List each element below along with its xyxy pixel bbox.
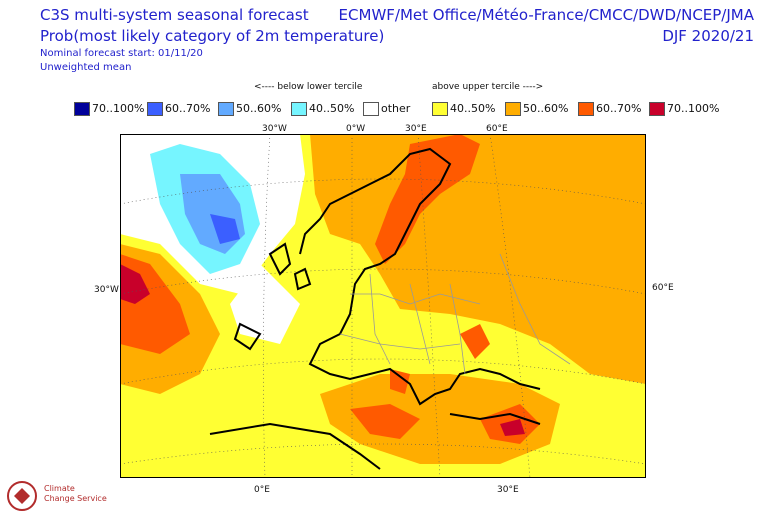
legend-swatch bbox=[649, 102, 665, 116]
legend-item: other bbox=[363, 101, 410, 117]
region-redorange-italy bbox=[390, 369, 410, 394]
legend-swatch bbox=[432, 102, 448, 116]
region-red-atlantic bbox=[120, 264, 150, 304]
region-redorange-scandinavia bbox=[375, 134, 480, 264]
logo-line1: Climate bbox=[44, 484, 75, 493]
map-frame bbox=[120, 134, 646, 478]
lon-label-top: 60°E bbox=[486, 124, 508, 134]
lon-label-top: 30°W bbox=[262, 124, 287, 134]
legend-swatch bbox=[218, 102, 234, 116]
probability-field bbox=[120, 134, 646, 478]
lon-label-bottom: 0°E bbox=[254, 485, 270, 495]
legend-item: 40..50% bbox=[432, 101, 495, 117]
legend-item: 50..60% bbox=[505, 101, 568, 117]
centres-label: ECMWF/Met Office/Météo-France/CMCC/DWD/N… bbox=[338, 6, 754, 24]
copernicus-logo: Climate Change Service bbox=[4, 476, 114, 518]
legend-swatch bbox=[74, 102, 90, 116]
lat-label-left: 30°W bbox=[94, 285, 119, 295]
legend-swatch bbox=[505, 102, 521, 116]
legend-label: other bbox=[381, 102, 411, 115]
legend-swatch bbox=[578, 102, 594, 116]
legend-swatch bbox=[291, 102, 307, 116]
region-orange-south bbox=[320, 374, 560, 464]
legend-label: 70..100% bbox=[92, 102, 145, 115]
region-blue bbox=[210, 214, 240, 244]
mean-type: Unweighted mean bbox=[40, 62, 132, 73]
legend-item: 50..60% bbox=[218, 101, 281, 117]
legend-label: 50..60% bbox=[523, 102, 569, 115]
season-label: DJF 2020/21 bbox=[662, 27, 754, 45]
legend-label: 40..50% bbox=[450, 102, 496, 115]
below-tercile-label: <---- below lower tercile bbox=[254, 82, 363, 92]
lat-label-right: 60°E bbox=[652, 283, 674, 293]
region-redorange-med-west bbox=[350, 404, 420, 439]
region-red-med bbox=[500, 419, 525, 436]
graticule bbox=[120, 134, 646, 478]
legend-swatch bbox=[363, 102, 379, 116]
lon-label-top: 30°E bbox=[405, 124, 427, 134]
legend-label: 60..70% bbox=[596, 102, 642, 115]
lon-label-top: 0°W bbox=[346, 124, 366, 134]
above-tercile-label: above upper tercile ----> bbox=[432, 82, 544, 92]
forecast-start: Nominal forecast start: 01/11/20 bbox=[40, 48, 203, 59]
legend-label: 40..50% bbox=[309, 102, 355, 115]
legend-item: 60..70% bbox=[578, 101, 641, 117]
legend-item: 70..100% bbox=[649, 101, 719, 117]
legend-item: 60..70% bbox=[147, 101, 210, 117]
region-other-west bbox=[230, 264, 300, 344]
legend-label: 70..100% bbox=[667, 102, 720, 115]
chart-subtitle: Prob(most likely category of 2m temperat… bbox=[40, 27, 385, 45]
forecast-map bbox=[120, 134, 646, 478]
lon-label-bottom: 30°E bbox=[497, 485, 519, 495]
country-borders bbox=[339, 253, 571, 375]
coastlines bbox=[209, 147, 541, 470]
legend-item: 70..100% bbox=[74, 101, 144, 117]
legend-item: 40..50% bbox=[291, 101, 354, 117]
legend-label: 60..70% bbox=[165, 102, 211, 115]
legend-swatch bbox=[147, 102, 163, 116]
region-redorange-blacksea bbox=[460, 324, 490, 359]
chart-title: C3S multi-system seasonal forecast bbox=[40, 6, 309, 24]
logo-line2: Change Service bbox=[44, 494, 107, 503]
legend-label: 50..60% bbox=[236, 102, 282, 115]
climate-logo-icon bbox=[7, 481, 37, 511]
